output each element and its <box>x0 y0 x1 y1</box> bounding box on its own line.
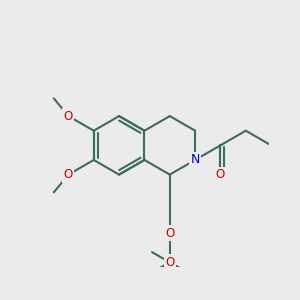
Text: O: O <box>64 110 73 123</box>
Text: O: O <box>165 226 174 240</box>
Text: O: O <box>165 256 174 269</box>
Text: O: O <box>64 168 73 181</box>
Text: N: N <box>190 154 200 166</box>
Text: O: O <box>216 168 225 181</box>
